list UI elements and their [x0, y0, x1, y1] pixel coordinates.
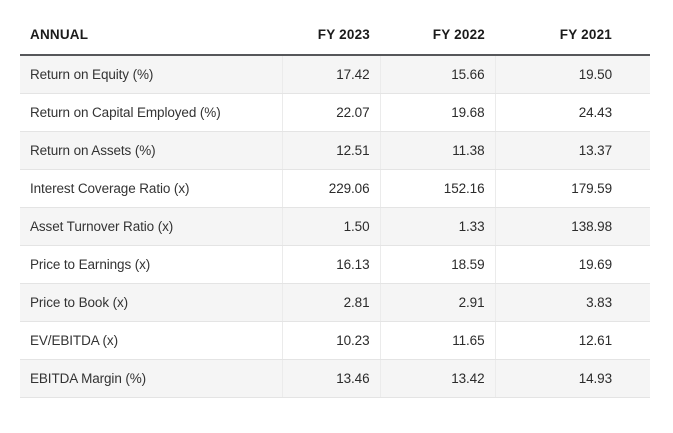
- table-row: Asset Turnover Ratio (x) 1.50 1.33 138.98: [20, 207, 650, 246]
- cell-fy2021: 24.43: [494, 93, 650, 132]
- financial-ratios-table: ANNUAL FY 2023 FY 2022 FY 2021 Return on…: [20, 14, 650, 398]
- row-label: Interest Coverage Ratio (x): [20, 169, 282, 208]
- financial-ratios-section: ANNUAL FY 2023 FY 2022 FY 2021 Return on…: [20, 14, 650, 398]
- row-label: Asset Turnover Ratio (x): [20, 207, 282, 246]
- cell-fy2023: 16.13: [281, 245, 380, 284]
- table-row: Price to Earnings (x) 16.13 18.59 19.69: [20, 245, 650, 284]
- table-row: Return on Capital Employed (%) 22.07 19.68…: [20, 93, 650, 132]
- row-label: EV/EBITDA (x): [20, 321, 282, 360]
- column-header-annual: ANNUAL: [20, 14, 282, 56]
- cell-fy2021: 19.50: [494, 55, 650, 94]
- cell-fy2022: 1.33: [379, 207, 495, 246]
- row-label: Price to Earnings (x): [20, 245, 282, 284]
- cell-fy2021: 179.59: [494, 169, 650, 208]
- cell-fy2022: 15.66: [379, 55, 495, 94]
- cell-fy2021: 14.93: [494, 359, 650, 398]
- cell-fy2022: 18.59: [379, 245, 495, 284]
- row-label: EBITDA Margin (%): [20, 359, 282, 398]
- header-row: ANNUAL FY 2023 FY 2022 FY 2021: [20, 14, 650, 56]
- cell-fy2023: 12.51: [281, 131, 380, 170]
- cell-fy2022: 13.42: [379, 359, 495, 398]
- cell-fy2022: 2.91: [379, 283, 495, 322]
- cell-fy2023: 22.07: [281, 93, 380, 132]
- table-row: Price to Book (x) 2.81 2.91 3.83: [20, 283, 650, 322]
- cell-fy2023: 13.46: [281, 359, 380, 398]
- cell-fy2021: 3.83: [494, 283, 650, 322]
- cell-fy2022: 19.68: [379, 93, 495, 132]
- column-header-fy2022: FY 2022: [380, 14, 495, 56]
- row-label: Return on Equity (%): [20, 55, 282, 94]
- row-label: Return on Assets (%): [20, 131, 282, 170]
- table-row: EBITDA Margin (%) 13.46 13.42 14.93: [20, 359, 650, 398]
- table-row: EV/EBITDA (x) 10.23 11.65 12.61: [20, 321, 650, 360]
- cell-fy2023: 1.50: [281, 207, 380, 246]
- table-row: Interest Coverage Ratio (x) 229.06 152.16 1…: [20, 169, 650, 208]
- cell-fy2021: 138.98: [494, 207, 650, 246]
- cell-fy2022: 152.16: [379, 169, 495, 208]
- row-label: Price to Book (x): [20, 283, 282, 322]
- table-header: ANNUAL FY 2023 FY 2022 FY 2021: [20, 14, 650, 56]
- cell-fy2023: 229.06: [281, 169, 380, 208]
- cell-fy2021: 13.37: [494, 131, 650, 170]
- row-label: Return on Capital Employed (%): [20, 93, 282, 132]
- cell-fy2022: 11.38: [379, 131, 495, 170]
- cell-fy2021: 19.69: [494, 245, 650, 284]
- table-body: Return on Equity (%) 17.42 15.66 19.50 Retur…: [20, 55, 650, 398]
- column-header-fy2021: FY 2021: [495, 14, 650, 56]
- cell-fy2021: 12.61: [494, 321, 650, 360]
- cell-fy2023: 10.23: [281, 321, 380, 360]
- column-header-fy2023: FY 2023: [282, 14, 380, 56]
- cell-fy2023: 17.42: [281, 55, 380, 94]
- table-row: Return on Equity (%) 17.42 15.66 19.50: [20, 55, 650, 94]
- table-row: Return on Assets (%) 12.51 11.38 13.37: [20, 131, 650, 170]
- cell-fy2023: 2.81: [281, 283, 380, 322]
- cell-fy2022: 11.65: [379, 321, 495, 360]
